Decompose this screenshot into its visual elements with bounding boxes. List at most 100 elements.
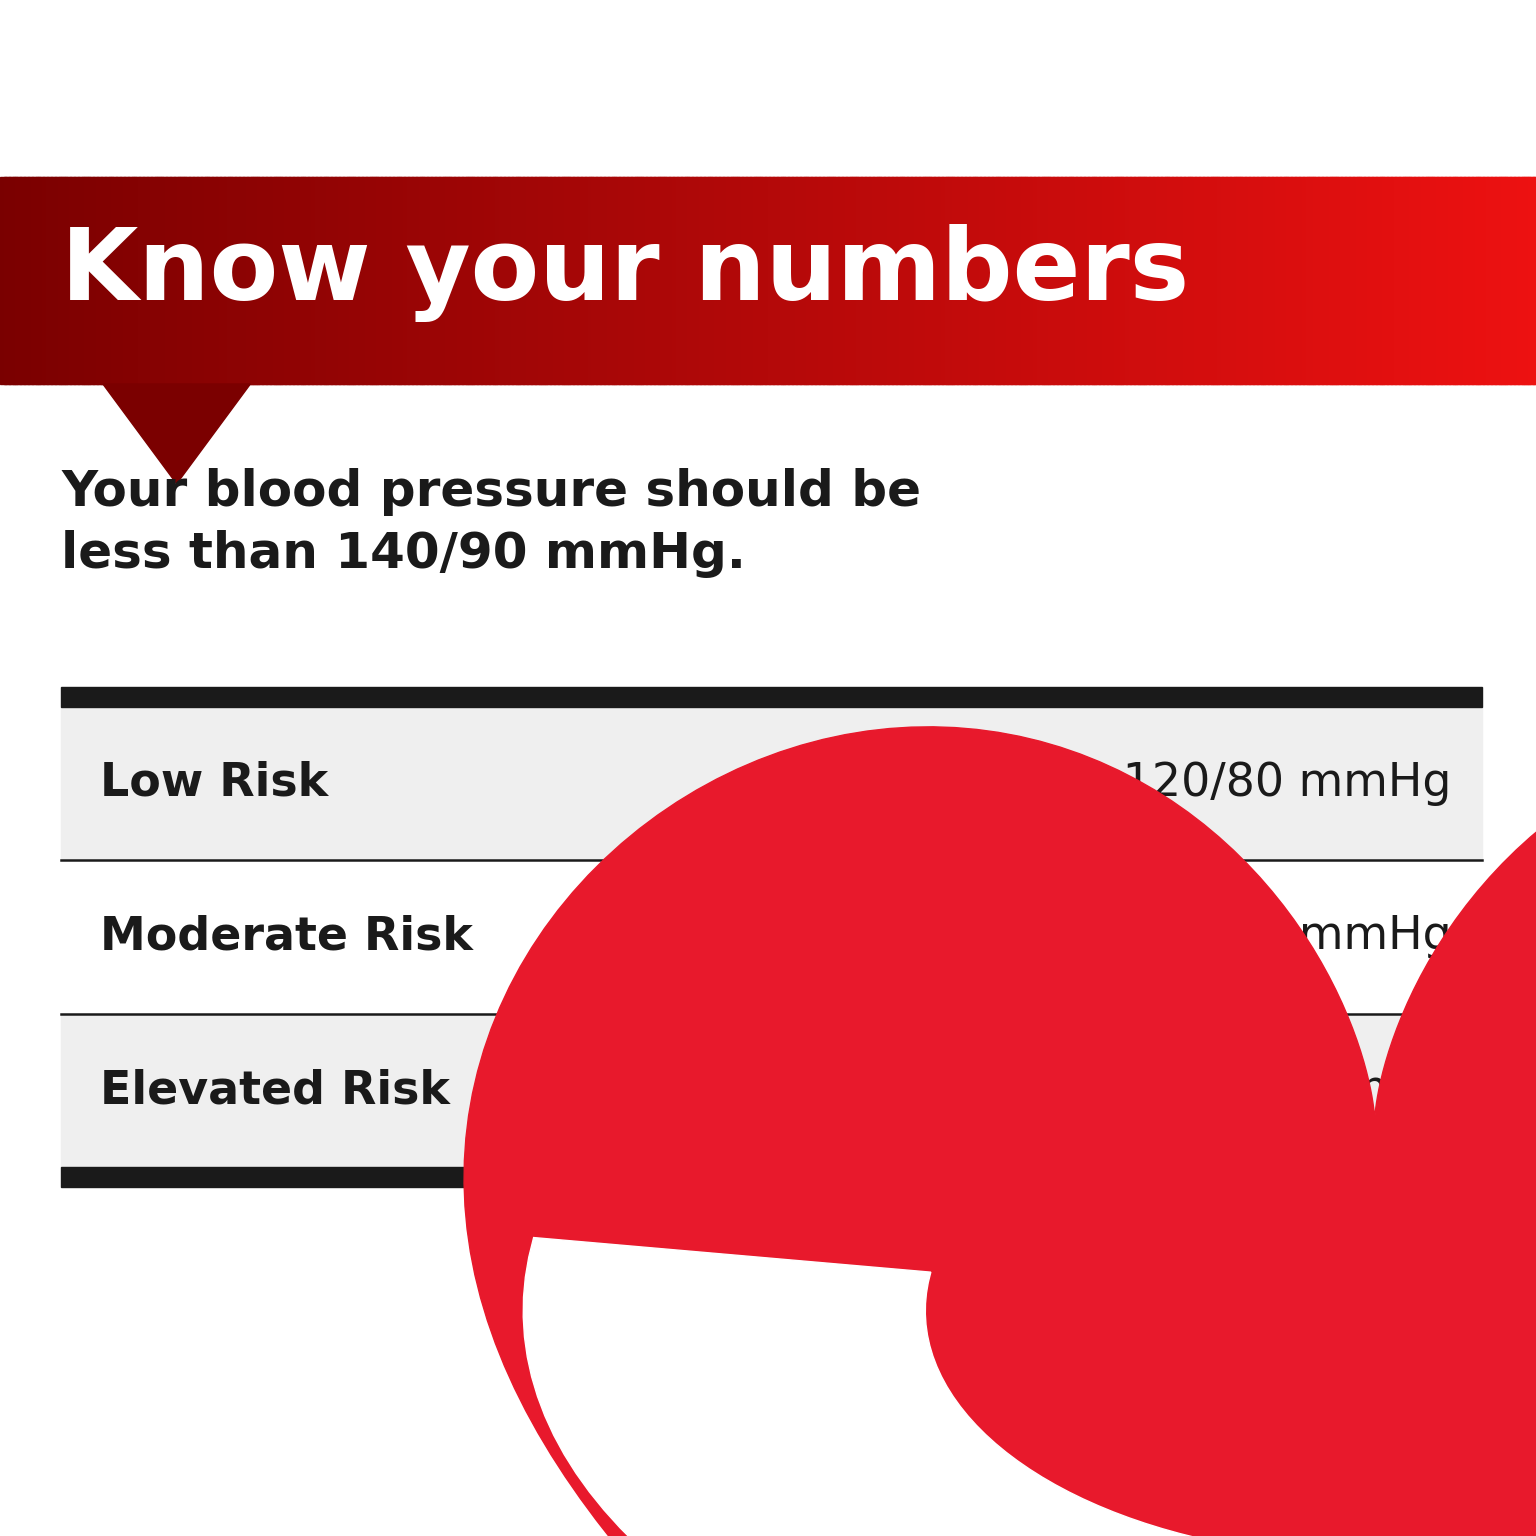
Bar — [894, 177, 902, 384]
Bar — [771, 177, 779, 384]
Bar — [484, 177, 492, 384]
Bar — [791, 177, 797, 384]
Bar — [261, 177, 269, 384]
Bar — [614, 177, 622, 384]
Bar — [1063, 177, 1071, 384]
Bar — [169, 177, 175, 384]
Bar — [38, 177, 46, 384]
Bar — [768, 177, 774, 384]
Bar — [1385, 177, 1393, 384]
Bar — [1456, 177, 1462, 384]
Bar — [1048, 177, 1055, 384]
Bar — [1428, 177, 1435, 384]
Bar — [1344, 177, 1350, 384]
Bar — [1398, 177, 1404, 384]
Bar — [983, 177, 989, 384]
Bar — [960, 177, 968, 384]
Bar — [361, 177, 367, 384]
Bar — [422, 177, 429, 384]
Bar — [289, 177, 295, 384]
Bar — [1057, 177, 1063, 384]
Bar — [1198, 177, 1204, 384]
Bar — [54, 177, 61, 384]
Bar — [1324, 177, 1332, 384]
Bar — [123, 177, 129, 384]
Bar — [1498, 177, 1504, 384]
Bar — [1379, 177, 1385, 384]
Bar — [23, 177, 29, 384]
Bar — [425, 177, 433, 384]
Bar — [1087, 177, 1094, 384]
Bar — [1313, 177, 1319, 384]
Bar — [1482, 177, 1490, 384]
Bar — [1278, 177, 1286, 384]
Polygon shape — [524, 1238, 1536, 1536]
Bar — [61, 707, 1482, 860]
Bar — [1160, 177, 1167, 384]
Bar — [28, 177, 34, 384]
Bar — [845, 177, 851, 384]
Bar — [392, 177, 398, 384]
Bar — [264, 177, 272, 384]
Bar — [986, 177, 994, 384]
Bar — [535, 177, 541, 384]
Bar — [1459, 177, 1465, 384]
Bar — [89, 177, 95, 384]
Bar — [230, 177, 237, 384]
Bar — [1413, 177, 1421, 384]
Bar — [292, 177, 300, 384]
Bar — [1167, 177, 1174, 384]
Bar — [794, 177, 802, 384]
Bar — [703, 177, 710, 384]
Bar — [1390, 177, 1396, 384]
Bar — [1493, 177, 1501, 384]
Bar — [445, 177, 452, 384]
Bar — [138, 177, 144, 384]
Bar — [1152, 177, 1158, 384]
Bar — [1106, 177, 1112, 384]
Bar — [1029, 177, 1037, 384]
Bar — [945, 177, 951, 384]
Bar — [1524, 177, 1531, 384]
Bar — [1528, 177, 1536, 384]
Bar — [1339, 177, 1347, 384]
Bar — [556, 177, 564, 384]
Bar — [284, 177, 292, 384]
Bar — [571, 177, 579, 384]
Bar — [719, 177, 725, 384]
Bar — [1298, 177, 1304, 384]
Bar — [1011, 177, 1017, 384]
Bar — [34, 177, 41, 384]
Bar — [84, 177, 92, 384]
Bar — [1052, 177, 1060, 384]
Bar — [330, 177, 338, 384]
Bar — [227, 177, 233, 384]
Bar — [1321, 177, 1327, 384]
Text: Low Risk: Low Risk — [100, 760, 329, 806]
Bar — [1221, 177, 1229, 384]
Bar — [100, 177, 108, 384]
Bar — [707, 177, 713, 384]
Bar — [617, 177, 625, 384]
Bar — [965, 177, 971, 384]
Bar — [1283, 177, 1289, 384]
Bar — [1118, 177, 1124, 384]
Bar — [968, 177, 974, 384]
Bar — [149, 177, 157, 384]
Bar — [1336, 177, 1342, 384]
Text: Know your numbers: Know your numbers — [61, 224, 1190, 321]
Bar — [504, 177, 510, 384]
Bar — [80, 177, 88, 384]
Bar — [61, 687, 1482, 707]
Bar — [863, 177, 871, 384]
Bar — [108, 177, 115, 384]
Bar — [379, 177, 387, 384]
Bar — [660, 177, 667, 384]
Bar — [733, 177, 740, 384]
Bar — [233, 177, 241, 384]
Bar — [975, 177, 983, 384]
Bar — [576, 177, 584, 384]
Bar — [1441, 177, 1447, 384]
Bar — [545, 177, 553, 384]
Bar — [384, 177, 390, 384]
